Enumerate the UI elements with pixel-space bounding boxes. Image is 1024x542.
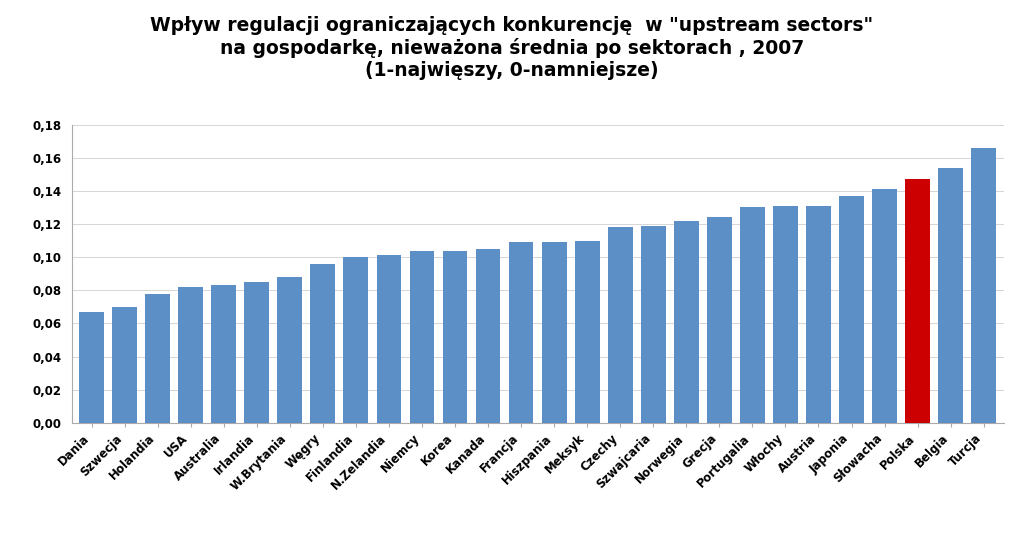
Bar [278,277,302,423]
Bar [674,221,698,423]
Bar [872,189,897,423]
Bar [79,312,103,423]
Bar [574,241,600,423]
Bar [509,242,534,423]
Bar [740,208,765,423]
Bar [938,167,963,423]
Bar [343,257,369,423]
Bar [972,148,996,423]
Bar [145,294,170,423]
Bar [377,255,401,423]
Bar [608,227,633,423]
Bar [475,249,501,423]
Bar [707,217,732,423]
Bar [641,225,666,423]
Bar [773,206,798,423]
Text: Wpływ regulacji ograniczających konkurencję  w "upstream sectors"
na gospodarkę,: Wpływ regulacji ograniczających konkuren… [151,16,873,80]
Bar [245,282,269,423]
Bar [310,264,335,423]
Bar [806,206,830,423]
Bar [211,285,237,423]
Bar [905,179,930,423]
Bar [839,196,864,423]
Bar [542,242,566,423]
Bar [410,250,434,423]
Bar [442,250,467,423]
Bar [178,287,203,423]
Bar [113,307,137,423]
